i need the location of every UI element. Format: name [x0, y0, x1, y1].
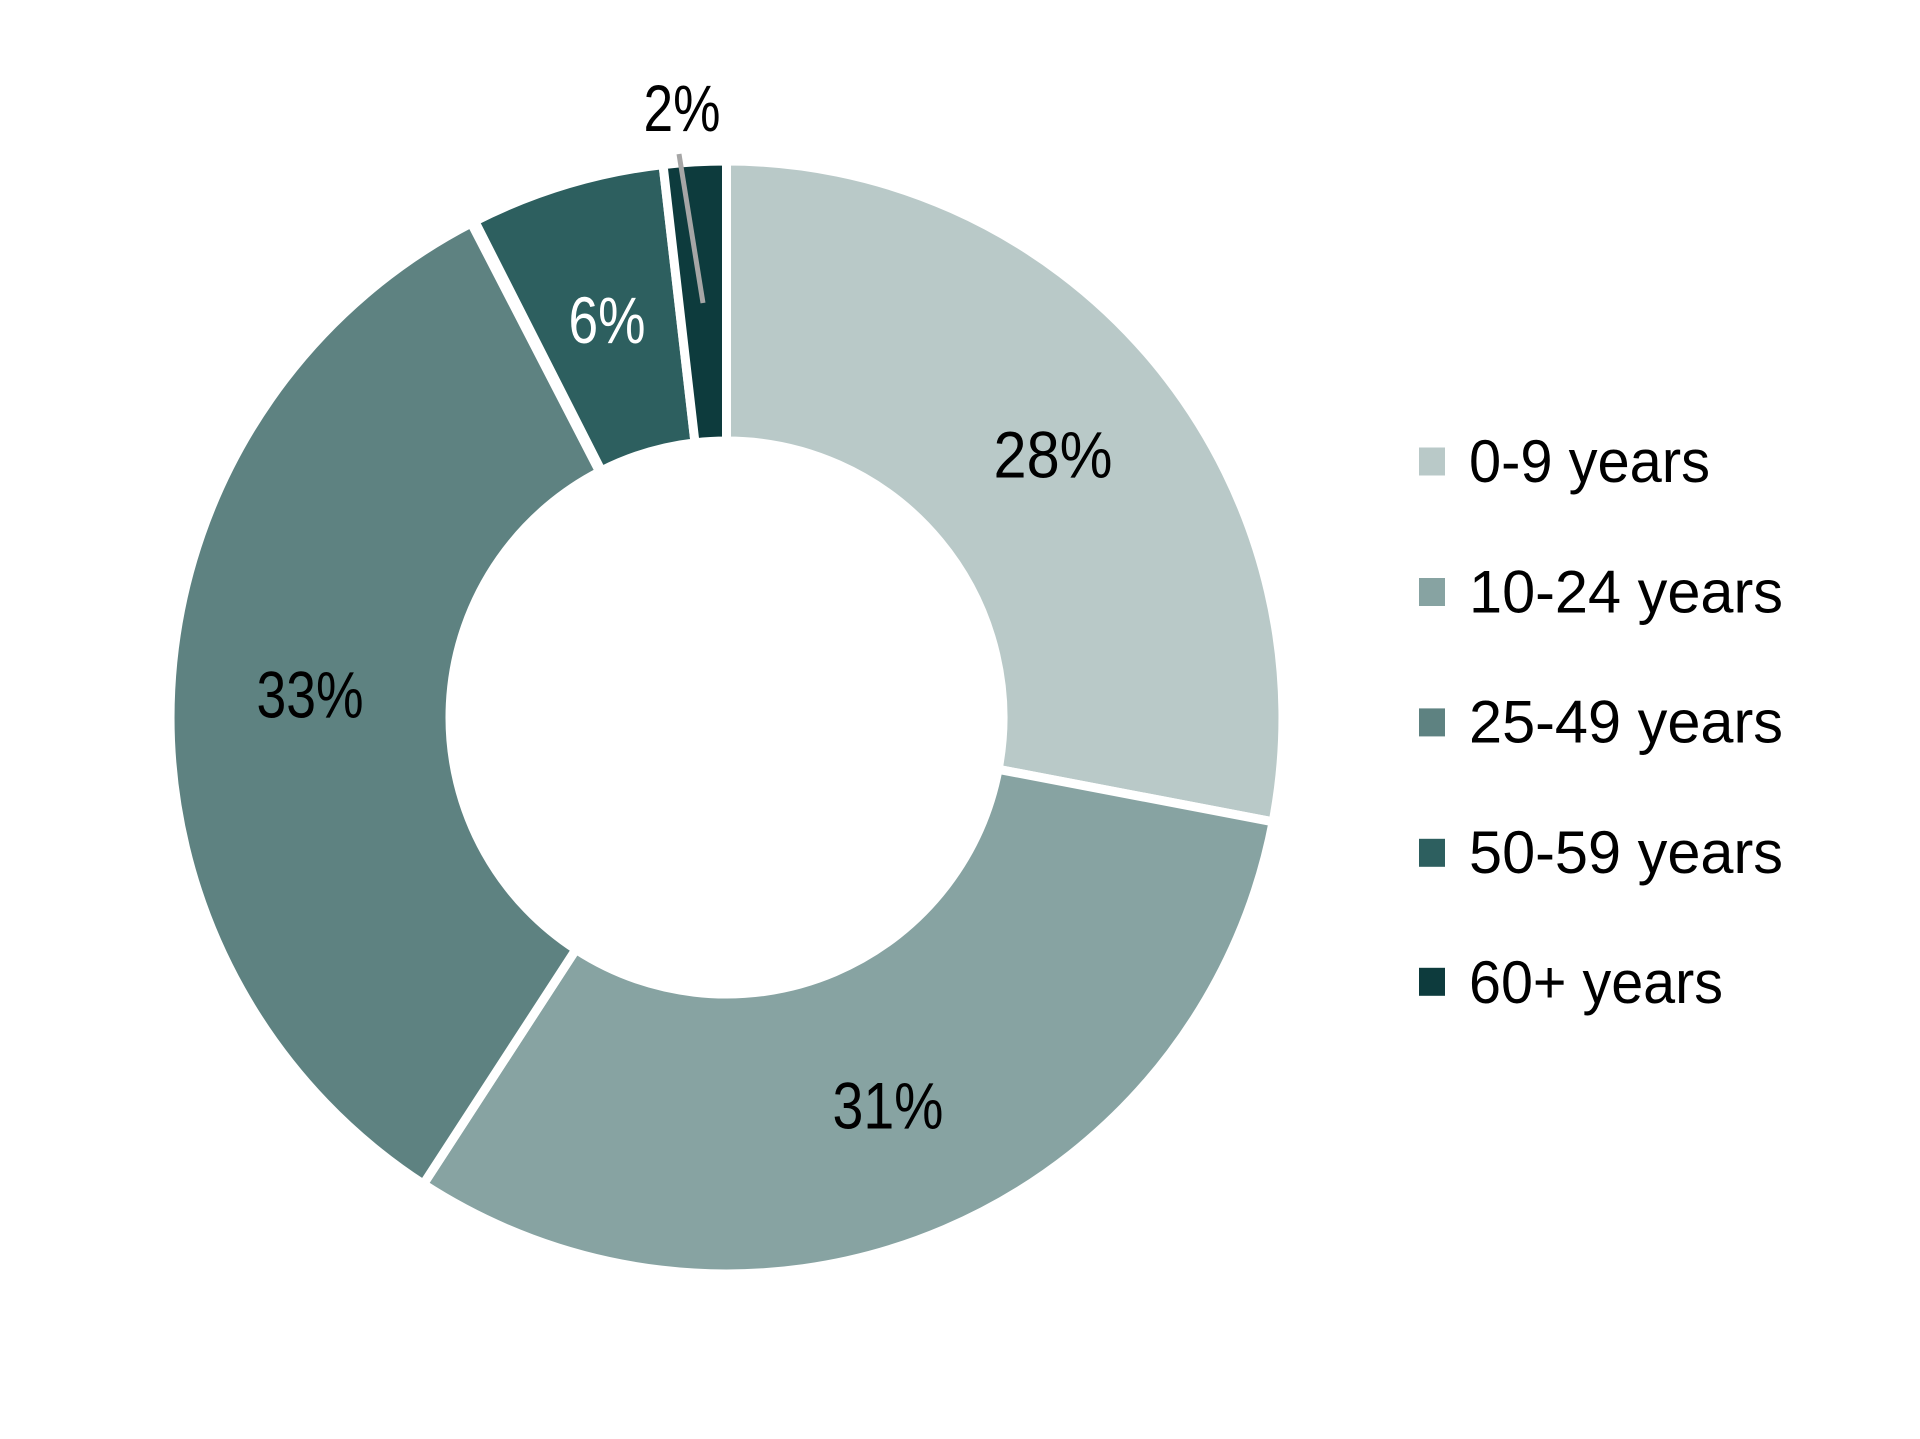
svg-text:10-24 years: 10-24 years [1469, 558, 1783, 625]
svg-text:0-9 years: 0-9 years [1469, 428, 1710, 495]
svg-text:60+ years: 60+ years [1469, 949, 1723, 1016]
svg-text:33%: 33% [257, 657, 364, 731]
svg-text:50-59 years: 50-59 years [1469, 819, 1783, 886]
svg-text:31%: 31% [833, 1069, 944, 1143]
svg-text:6%: 6% [569, 283, 646, 357]
svg-text:2%: 2% [644, 71, 721, 145]
svg-text:28%: 28% [994, 418, 1113, 492]
svg-text:25-49 years: 25-49 years [1469, 689, 1783, 756]
